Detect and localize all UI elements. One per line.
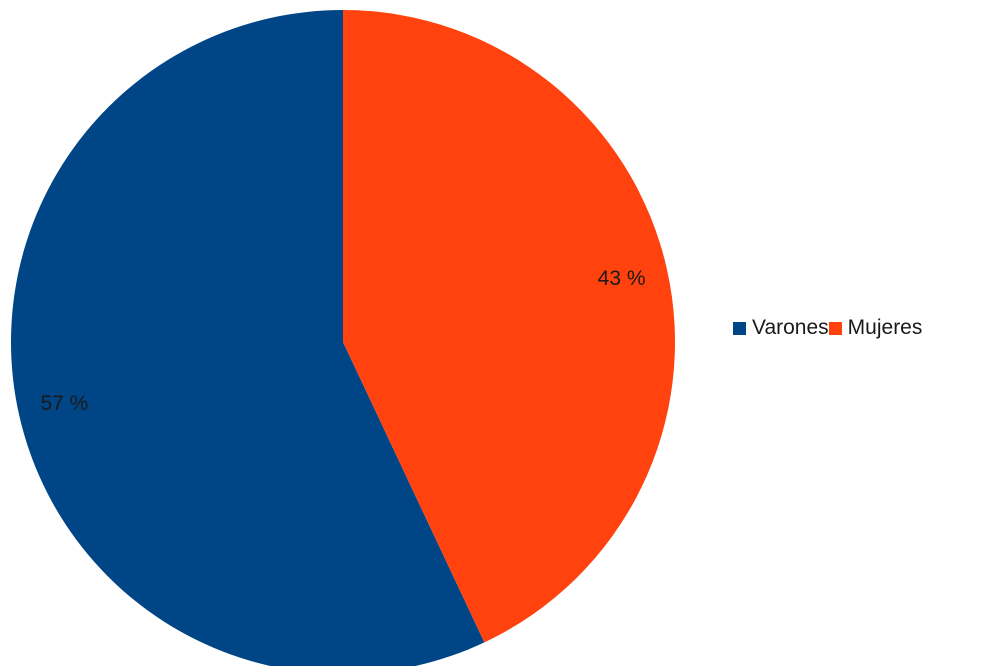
pie-slices bbox=[11, 10, 675, 666]
legend-label-mujeres: Mujeres bbox=[847, 316, 923, 339]
legend: Varones Mujeres bbox=[733, 316, 922, 340]
pie-slice-varones bbox=[11, 10, 485, 666]
data-label-mujeres: 43 % bbox=[598, 267, 646, 290]
legend-swatch-mujeres bbox=[828, 321, 842, 335]
pie-slice-mujeres bbox=[343, 10, 675, 643]
pie-chart: 57 % 43 % bbox=[11, 10, 675, 666]
legend-label-varones: Varones bbox=[752, 316, 829, 339]
legend-item-mujeres: Mujeres bbox=[828, 316, 923, 340]
legend-item-varones: Varones bbox=[733, 316, 829, 340]
legend-swatch-varones bbox=[733, 321, 746, 335]
data-label-varones: 57 % bbox=[40, 392, 88, 415]
pie-data-labels: 57 % 43 % bbox=[40, 267, 645, 415]
